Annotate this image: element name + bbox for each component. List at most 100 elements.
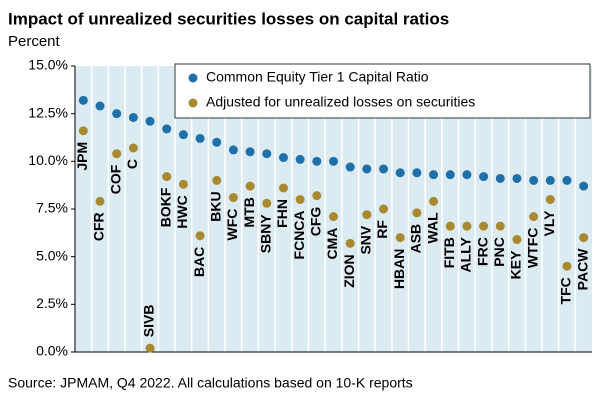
- dot: [345, 238, 355, 248]
- dot: [512, 173, 522, 183]
- dot: [579, 181, 589, 191]
- chart-subtitle: Percent: [8, 33, 61, 50]
- dot: [95, 101, 105, 111]
- category-label: TFC: [558, 277, 574, 304]
- dot: [495, 221, 505, 231]
- dot: [545, 194, 555, 204]
- dot: [212, 137, 222, 147]
- dot: [412, 168, 422, 178]
- dot: [312, 156, 322, 166]
- category-label: WTFC: [524, 228, 540, 268]
- dot: [112, 149, 122, 159]
- dot: [395, 168, 405, 178]
- dot: [278, 183, 288, 193]
- y-tick-label: 10.0%: [28, 152, 68, 168]
- category-label: SBNY: [257, 214, 273, 254]
- category-label: PACW: [574, 248, 590, 291]
- dot: [295, 154, 305, 164]
- y-tick-label: 0.0%: [36, 343, 68, 359]
- category-label: ASB: [408, 224, 424, 254]
- dot: [212, 175, 222, 185]
- dot: [162, 124, 172, 134]
- dot: [312, 191, 322, 201]
- category-label: WAL: [424, 212, 440, 244]
- dot: [412, 208, 422, 218]
- dot: [95, 196, 105, 206]
- category-label: SIVB: [141, 304, 157, 337]
- legend-marker: [188, 73, 198, 83]
- dot: [178, 179, 188, 189]
- dot: [228, 193, 238, 203]
- dot: [262, 149, 272, 159]
- category-label: BAC: [191, 247, 207, 277]
- dot: [362, 164, 372, 174]
- dot: [479, 172, 489, 182]
- dot: [78, 126, 88, 136]
- category-label: ZION: [341, 254, 357, 287]
- category-label: KEY: [508, 250, 524, 279]
- category-label: SNV: [358, 225, 374, 254]
- dot: [128, 112, 138, 122]
- dot: [529, 212, 539, 222]
- category-label: BOKF: [157, 187, 173, 227]
- dot: [278, 153, 288, 163]
- dot: [479, 221, 489, 231]
- legend-label: Adjusted for unrealized losses on securi…: [206, 94, 475, 110]
- dot: [429, 196, 439, 206]
- category-label: FCNCA: [291, 210, 307, 259]
- legend-marker: [188, 98, 198, 108]
- dot: [295, 194, 305, 204]
- dot: [329, 156, 338, 166]
- category-label: ALLY: [458, 237, 474, 273]
- dot: [379, 204, 389, 214]
- dot: [395, 233, 405, 243]
- dot: [579, 233, 589, 243]
- category-label: CFG: [308, 207, 324, 237]
- chart-title: Impact of unrealized securities losses o…: [8, 9, 449, 28]
- dot: [445, 221, 455, 231]
- dot: [145, 343, 155, 353]
- dot: [178, 130, 188, 140]
- category-label: FRC: [474, 237, 490, 266]
- y-tick-label: 12.5%: [28, 104, 68, 120]
- y-tick-label: 5.0%: [36, 247, 68, 263]
- category-label: PNC: [491, 237, 507, 267]
- dot: [379, 164, 389, 174]
- category-label: VLY: [541, 210, 557, 237]
- category-label: CFR: [91, 212, 107, 241]
- dot: [112, 109, 122, 119]
- y-tick-label: 7.5%: [36, 200, 68, 216]
- dot: [329, 212, 338, 222]
- dot: [362, 210, 372, 220]
- dot: [529, 175, 539, 185]
- dot: [562, 261, 572, 271]
- dot: [545, 175, 555, 185]
- dot: [495, 173, 505, 183]
- dot: [78, 95, 88, 105]
- dot: [128, 143, 138, 153]
- dot: [228, 145, 238, 155]
- dot: [245, 147, 255, 157]
- category-label: CMA: [324, 228, 340, 260]
- category-label: MTB: [241, 197, 257, 227]
- dot: [162, 172, 172, 182]
- category-label: FHN: [274, 199, 290, 228]
- category-label: RF: [374, 220, 390, 239]
- legend-box: [174, 63, 591, 119]
- dot: [562, 175, 572, 185]
- dot: [345, 162, 355, 172]
- category-label: HBAN: [391, 249, 407, 289]
- dot: [512, 235, 522, 245]
- dot: [145, 116, 155, 126]
- category-label: C: [124, 159, 140, 169]
- dot: [462, 170, 472, 180]
- dot: [195, 231, 205, 241]
- dot: [262, 198, 272, 208]
- category-label: FITB: [441, 237, 457, 268]
- category-label: JPM: [74, 142, 90, 171]
- source-note: Source: JPMAM, Q4 2022. All calculations…: [8, 375, 413, 391]
- dot: [245, 181, 255, 191]
- dot: [445, 170, 455, 180]
- category-label: HWC: [174, 195, 190, 228]
- category-label: COF: [107, 164, 123, 194]
